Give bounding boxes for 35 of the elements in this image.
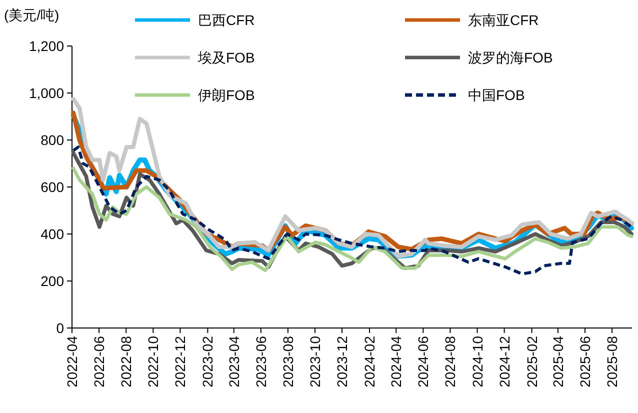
x-tick-label: 2024-04 (388, 336, 404, 388)
x-tick-label: 2025-08 (604, 336, 620, 388)
x-tick-label: 2023-02 (200, 336, 216, 388)
x-tick-label: 2022-08 (118, 336, 134, 388)
x-tick-label: 2023-12 (334, 336, 350, 388)
x-tick-label: 2022-10 (145, 336, 162, 388)
x-tick-label: 2023-06 (252, 336, 269, 388)
x-tick-label: 2024-02 (362, 336, 378, 388)
x-tick-label: 2024-12 (496, 336, 512, 388)
x-tick-label: 2025-06 (577, 336, 593, 388)
x-tick-label: 2025-02 (524, 336, 540, 388)
legend-label: 中国FOB (468, 87, 525, 103)
legend-label: 巴西CFR (198, 12, 255, 28)
y-tick-label: 1,200 (28, 38, 64, 54)
x-tick-label: 2023-08 (280, 336, 296, 388)
legend-label: 伊朗FOB (198, 87, 255, 103)
x-tick-label: 2024-06 (415, 336, 432, 388)
y-tick-label: 800 (40, 132, 64, 148)
y-tick-label: 0 (56, 320, 64, 336)
x-tick-label: 2022-12 (172, 336, 188, 388)
y-axis-title: (美元/吨) (4, 7, 60, 23)
legend-label: 埃及FOB (197, 50, 255, 66)
x-tick-label: 2022-04 (64, 336, 80, 388)
y-tick-label: 1,000 (28, 85, 64, 101)
x-tick-label: 2022-06 (91, 336, 108, 388)
x-tick-label: 2024-08 (442, 336, 458, 388)
legend-label: 东南亚CFR (468, 12, 539, 28)
y-tick-label: 200 (40, 273, 64, 289)
x-tick-label: 2025-04 (550, 336, 566, 388)
y-tick-label: 600 (40, 179, 64, 195)
x-tick-label: 2024-10 (469, 336, 486, 388)
x-tick-label: 2023-10 (306, 336, 323, 388)
y-tick-label: 400 (40, 226, 64, 242)
x-tick-label: 2023-04 (226, 336, 242, 388)
legend-label: 波罗的海FOB (468, 50, 553, 66)
